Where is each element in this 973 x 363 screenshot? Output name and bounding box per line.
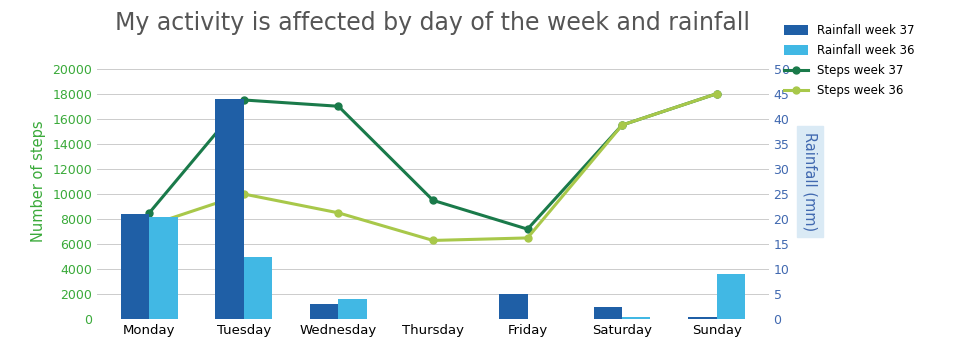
Steps week 36 <box>616 123 628 127</box>
Bar <box>717 274 745 319</box>
Steps week 37 <box>616 123 628 127</box>
Bar <box>339 299 367 319</box>
Y-axis label: Number of steps: Number of steps <box>30 121 46 242</box>
Bar <box>244 257 272 319</box>
Steps week 36 <box>143 223 155 228</box>
Steps week 36 <box>711 91 723 96</box>
Steps week 36 <box>427 238 439 242</box>
Steps week 37 <box>143 211 155 215</box>
Bar <box>594 307 622 319</box>
Line: Steps week 37: Steps week 37 <box>146 90 720 233</box>
Legend: Rainfall week 37, Rainfall week 36, Steps week 37, Steps week 36: Rainfall week 37, Rainfall week 36, Step… <box>784 24 915 97</box>
Steps week 37 <box>238 98 250 102</box>
Steps week 37 <box>427 198 439 203</box>
Y-axis label: Rainfall (mm): Rainfall (mm) <box>803 132 817 231</box>
Steps week 36 <box>333 211 344 215</box>
Bar <box>622 317 651 319</box>
Title: My activity is affected by day of the week and rainfall: My activity is affected by day of the we… <box>116 11 750 35</box>
Bar <box>499 294 527 319</box>
Bar <box>121 214 149 319</box>
Bar <box>149 217 178 319</box>
Bar <box>310 305 339 319</box>
Bar <box>215 99 244 319</box>
Steps week 37 <box>333 104 344 109</box>
Line: Steps week 36: Steps week 36 <box>146 90 720 244</box>
Bar <box>688 317 717 319</box>
Steps week 37 <box>711 91 723 96</box>
Steps week 36 <box>522 236 533 240</box>
Steps week 37 <box>522 227 533 231</box>
Steps week 36 <box>238 192 250 196</box>
